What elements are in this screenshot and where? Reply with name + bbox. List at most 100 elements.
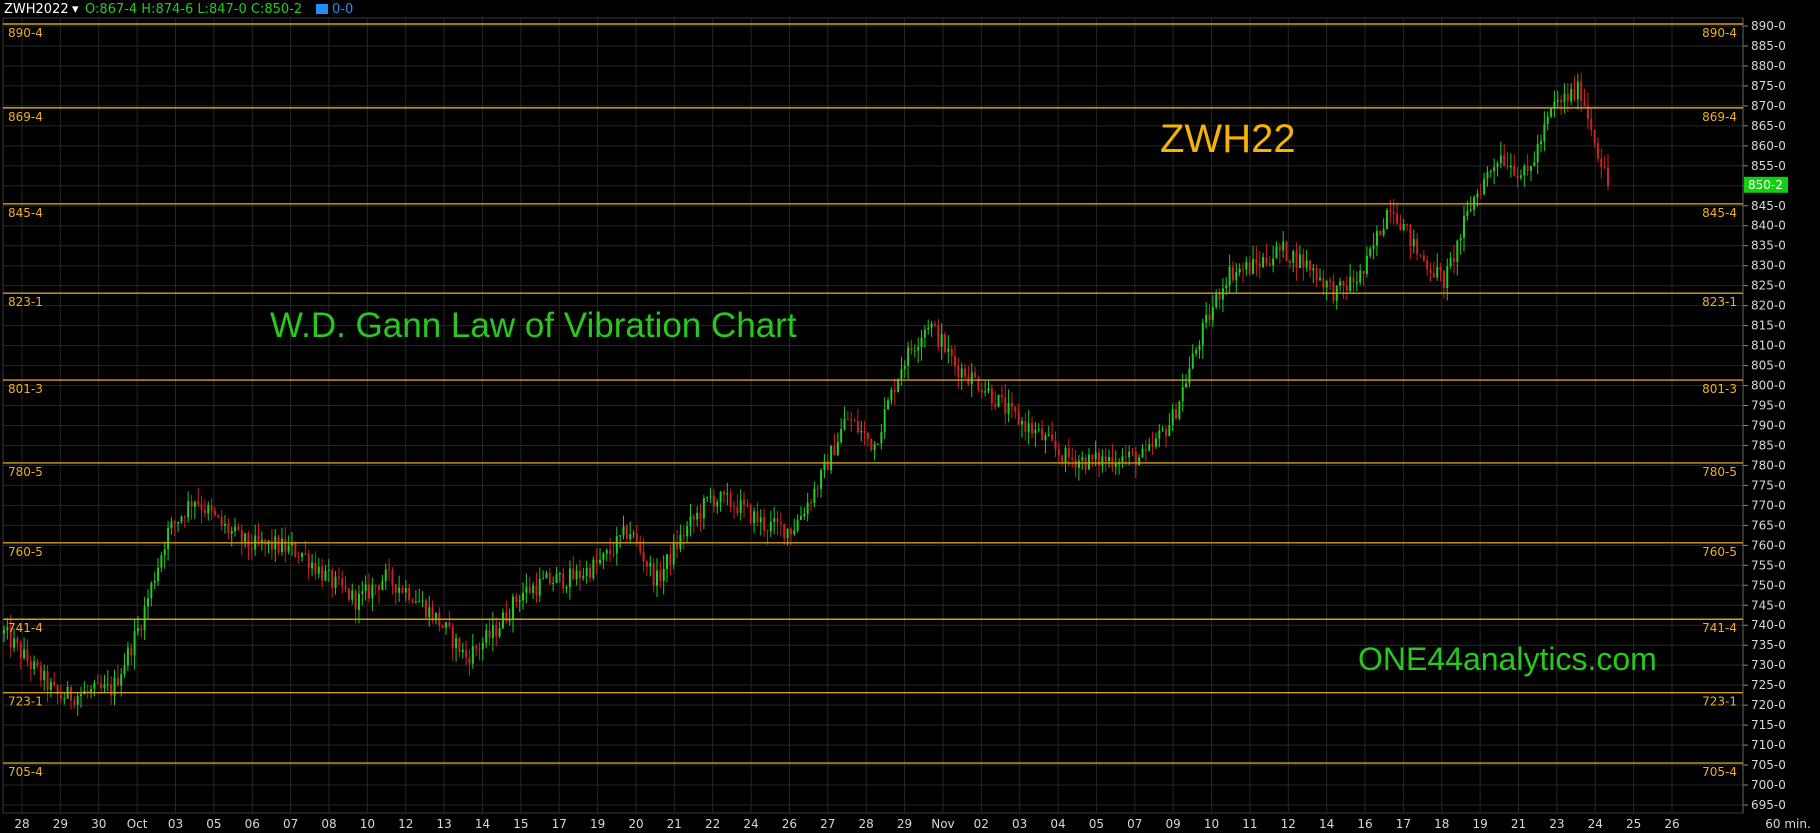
candle-body [378, 585, 381, 590]
gann-level-label-left: 723-1 [8, 695, 43, 709]
candle-body [1402, 224, 1405, 231]
gann-level-label-right: 723-1 [1702, 695, 1737, 709]
candle-body [1175, 409, 1178, 419]
candle-body [401, 587, 404, 593]
candle-body [1496, 163, 1499, 168]
candle-body [448, 622, 451, 627]
candle-body [1255, 258, 1258, 264]
candle-body [1486, 171, 1489, 179]
candle-body [602, 553, 605, 560]
y-axis-tick-label: 875-0 [1751, 79, 1786, 93]
candle-body [1245, 262, 1248, 270]
candle-body [110, 684, 113, 696]
candle-body [1188, 368, 1191, 384]
candle-body [434, 612, 437, 621]
candle-body [421, 600, 424, 602]
candle-body [9, 627, 12, 648]
last-price-marker [1744, 176, 1788, 193]
candle-body [1000, 394, 1003, 398]
candle-body [1124, 456, 1127, 458]
candle-body [1332, 281, 1335, 301]
candle-body [210, 505, 213, 511]
y-axis-tick-label: 705-0 [1751, 758, 1786, 772]
candle-body [1148, 444, 1151, 451]
candle-body [3, 630, 5, 634]
candle-body [26, 649, 29, 662]
candle-body [1406, 224, 1409, 226]
candle-body [853, 420, 856, 422]
candle-body [478, 648, 481, 650]
volume-readout: 0-0 [332, 2, 353, 17]
candle-body [619, 535, 622, 537]
candle-body [1382, 229, 1385, 236]
candle-body [73, 700, 76, 705]
candle-body [1144, 448, 1147, 451]
candle-body [635, 533, 638, 542]
candle-body [311, 562, 314, 569]
candle-body [990, 388, 993, 404]
candle-body [53, 681, 56, 686]
candle-body [645, 561, 648, 567]
candle-body [682, 534, 685, 537]
chart-subtitle: W.D. Gann Law of Vibration Chart [270, 306, 797, 345]
candle-body [46, 671, 49, 690]
candle-body [160, 555, 163, 568]
candle-body [341, 578, 344, 587]
candle-body [820, 470, 823, 490]
candle-body [779, 522, 782, 525]
candle-body [1298, 254, 1301, 268]
candle-body [1523, 165, 1526, 176]
candle-body [1020, 420, 1023, 425]
candle-body [799, 516, 802, 520]
candle-body [183, 516, 186, 518]
candle-body [59, 694, 62, 699]
candle-body [324, 570, 327, 581]
candle-body [1396, 213, 1399, 224]
candle-body [314, 562, 317, 574]
symbol-dropdown-icon[interactable]: ▾ [72, 2, 79, 17]
candle-body [1483, 178, 1486, 195]
y-axis-tick-label: 730-0 [1751, 658, 1786, 672]
candle-body [153, 581, 156, 584]
candle-body [692, 516, 695, 520]
candle-body [555, 574, 558, 584]
candle-body [712, 496, 715, 507]
candle-body [1392, 211, 1395, 214]
candle-body [880, 432, 883, 444]
candle-body [706, 497, 709, 499]
candle-body [1516, 175, 1519, 178]
y-axis-tick-label: 735-0 [1751, 638, 1786, 652]
candle-body [1576, 81, 1579, 100]
candle-body [1379, 231, 1382, 236]
symbol-label: ZWH2022 [4, 2, 69, 17]
x-axis-tick-label: 14 [475, 817, 490, 831]
candle-body [1031, 423, 1034, 434]
candle-body [207, 505, 210, 514]
candle-body [304, 553, 307, 555]
candle-body [237, 526, 240, 531]
candle-body [1215, 294, 1218, 308]
candle-body [1322, 277, 1325, 288]
candle-body [6, 627, 9, 631]
y-axis-tick-label: 765-0 [1751, 518, 1786, 532]
candle-body [384, 569, 387, 582]
candle-body [1432, 273, 1435, 278]
candle-body [1449, 258, 1452, 267]
candle-body [1241, 268, 1244, 270]
x-axis-tick-label: 12 [1281, 817, 1296, 831]
candle-body [672, 543, 675, 565]
x-axis-tick-label: 29 [53, 817, 68, 831]
series-color-swatch [316, 4, 328, 14]
candle-body [1071, 457, 1074, 460]
x-axis-tick-label: 25 [1626, 817, 1641, 831]
candle-body [100, 683, 103, 689]
candle-body [130, 647, 133, 656]
candle-body [56, 685, 59, 695]
y-axis-tick-label: 805-0 [1751, 359, 1786, 373]
candle-body [1044, 435, 1047, 440]
candle-body [1081, 457, 1084, 461]
y-axis-tick-label: 775-0 [1751, 478, 1786, 492]
candle-body [977, 377, 980, 391]
